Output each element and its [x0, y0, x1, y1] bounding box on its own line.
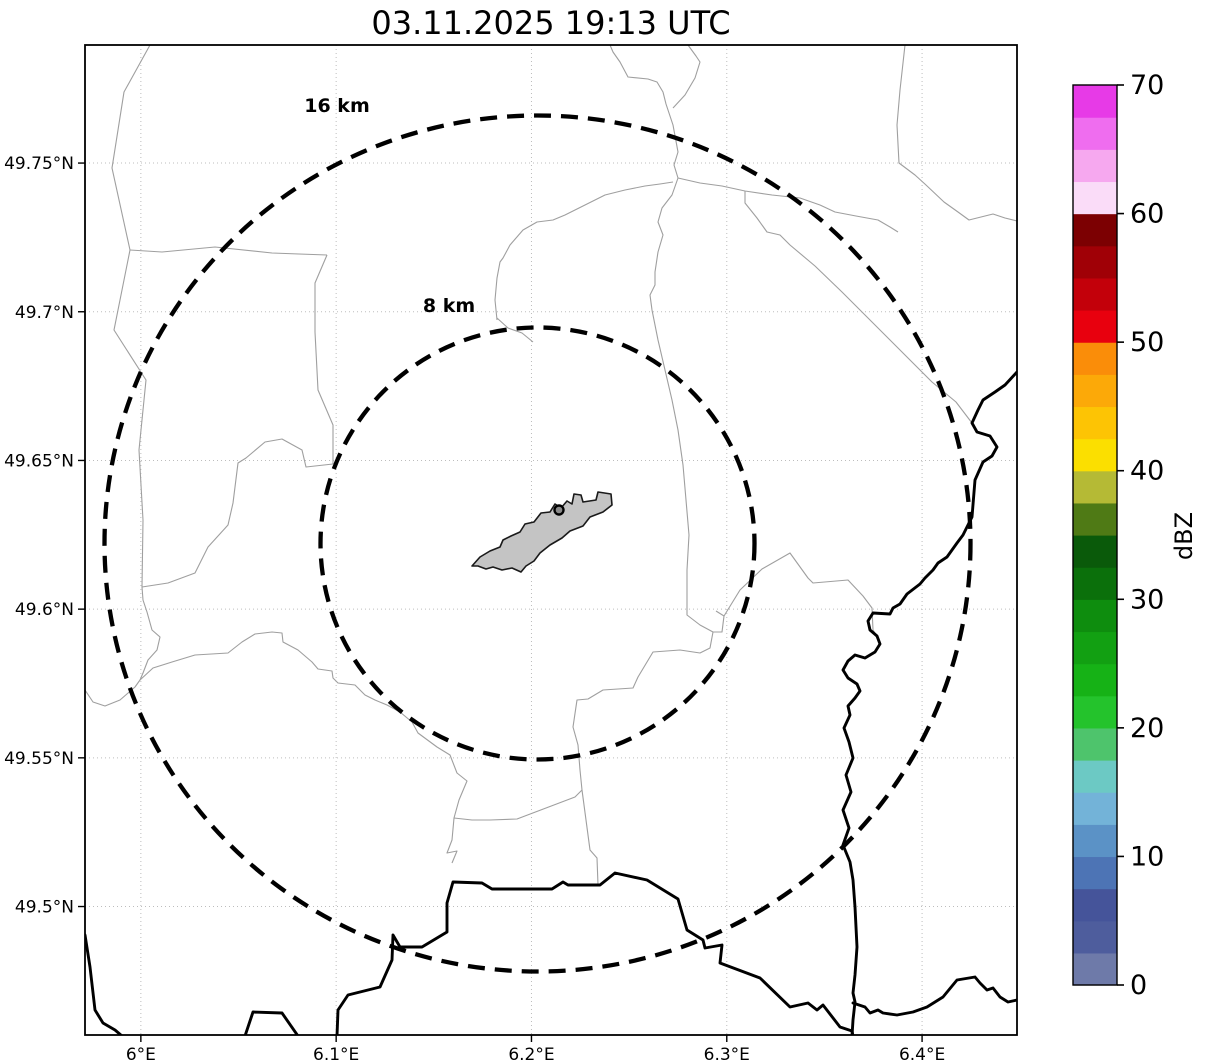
colorbar-unit-label: dBZ [1170, 512, 1198, 560]
colorbar-tick-label: 20 [1130, 713, 1164, 744]
admin-line [85, 45, 161, 707]
admin-boundary-lines [85, 45, 1017, 886]
country-borders [85, 370, 1017, 1035]
colorbar-segment [1073, 792, 1117, 825]
admin-line [896, 45, 1017, 222]
admin-line [581, 789, 599, 886]
admin-line [649, 177, 714, 633]
colorbar-segment [1073, 663, 1117, 697]
y-axis-tick-label: 49.6°N [15, 600, 74, 620]
colorbar-segment [1073, 117, 1117, 150]
colorbar-segment [1073, 245, 1117, 279]
border-southwest [85, 933, 124, 1035]
admin-line [677, 177, 899, 233]
colorbar-segment [1073, 824, 1117, 858]
border-south-bump [243, 1010, 300, 1035]
colorbar-segment [1073, 406, 1117, 440]
admin-line [744, 191, 973, 424]
x-axis-tick-label: 6.2°E [508, 1045, 554, 1064]
colorbar-segment [1073, 502, 1117, 536]
range-rings [102, 113, 973, 974]
colorbar-tick-label: 70 [1130, 70, 1164, 101]
colorbar-segment [1073, 952, 1117, 986]
border-southeast [851, 975, 1017, 1017]
colorbar-segment [1073, 888, 1117, 922]
x-axis-tick-label: 6.3°E [704, 1045, 750, 1064]
colorbar-segment [1073, 470, 1117, 504]
radar-site-marker [553, 504, 565, 516]
y-axis-tick-label: 49.5°N [15, 898, 74, 918]
colorbar-segment [1073, 85, 1117, 118]
admin-line [141, 438, 334, 588]
airport-outline [471, 491, 613, 573]
colorbar-ticks: 0 10 20 30 40 50 60 70 [1117, 70, 1164, 1001]
colorbar-segment [1073, 727, 1117, 761]
colorbar: 0 10 20 30 40 50 60 70 dBZ [1072, 70, 1198, 1001]
colorbar-segment [1073, 599, 1117, 633]
x-axis: 6°E 6.1°E 6.2°E 6.3°E 6.4°E [126, 1035, 945, 1064]
colorbar-segment [1073, 374, 1117, 408]
colorbar-tick-label: 0 [1130, 970, 1147, 1001]
admin-line [139, 631, 468, 864]
colorbar-segment [1073, 920, 1117, 954]
admin-line [129, 246, 328, 256]
x-axis-tick-label: 6°E [126, 1045, 156, 1064]
colorbar-segment [1073, 535, 1117, 568]
colorbar-segment [1073, 149, 1117, 183]
colorbar-segment [1073, 856, 1117, 890]
y-axis-tick-label: 49.7°N [15, 303, 74, 323]
colorbar-segment [1073, 567, 1117, 600]
border-france [335, 871, 855, 1035]
colorbar-segment [1073, 310, 1117, 343]
admin-line [672, 45, 701, 109]
map-plot-frame [84, 44, 1018, 1036]
colorbar-segment [1073, 277, 1117, 311]
border-moselle-river [841, 370, 1017, 1035]
range-ring-16km-label: 16 km [304, 95, 370, 117]
colorbar-segment [1073, 213, 1117, 247]
colorbar-tick-label: 50 [1130, 327, 1164, 358]
y-axis-tick-label: 49.75°N [4, 154, 74, 174]
colorbar-segment [1073, 760, 1117, 793]
admin-line [496, 317, 534, 343]
colorbar-tick-label: 40 [1130, 456, 1164, 487]
range-ring-8km [318, 325, 757, 762]
admin-line [453, 789, 583, 821]
range-ring-8km-label: 8 km [423, 295, 475, 317]
colorbar-segment [1073, 631, 1117, 665]
colorbar-segments [1073, 85, 1117, 986]
y-axis-tick-label: 49.65°N [4, 451, 74, 471]
colorbar-tick-label: 30 [1130, 584, 1164, 615]
admin-line [314, 254, 334, 464]
admin-line [572, 610, 725, 791]
colorbar-segment [1073, 438, 1117, 472]
y-axis: 49.75°N 49.7°N 49.65°N 49.6°N 49.55°N 49.5°N [4, 154, 85, 918]
colorbar-tick-label: 60 [1130, 199, 1164, 230]
admin-line [609, 45, 679, 179]
airport [471, 491, 613, 573]
y-axis-tick-label: 49.55°N [4, 749, 74, 769]
colorbar-segment [1073, 342, 1117, 375]
admin-line [494, 181, 674, 321]
range-ring-16km [102, 113, 973, 974]
colorbar-segment [1073, 695, 1117, 729]
x-axis-tick-label: 6.4°E [899, 1045, 945, 1064]
colorbar-frame [1072, 84, 1118, 986]
colorbar-segment [1073, 181, 1117, 215]
x-axis-tick-label: 6.1°E [313, 1045, 359, 1064]
plot-title: 03.11.2025 19:13 UTC [371, 4, 730, 42]
colorbar-tick-label: 10 [1130, 841, 1164, 872]
